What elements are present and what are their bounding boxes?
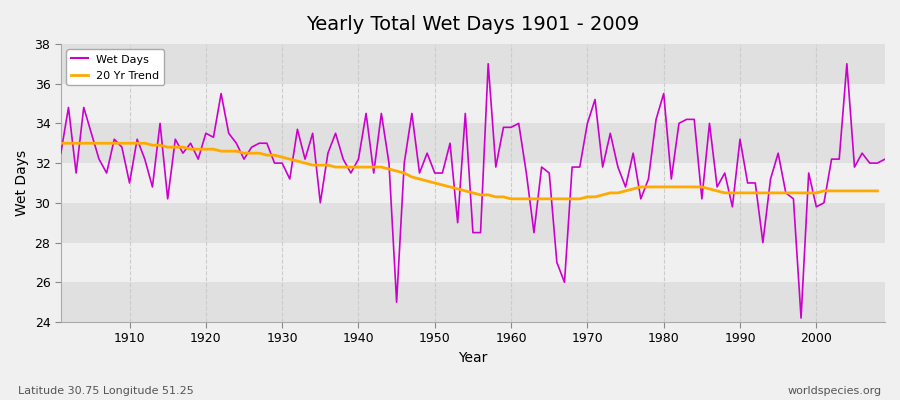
Y-axis label: Wet Days: Wet Days [15,150,29,216]
Bar [61,44,885,84]
X-axis label: Year: Year [458,351,488,365]
Bar [61,282,885,322]
Text: Latitude 30.75 Longitude 51.25: Latitude 30.75 Longitude 51.25 [18,386,194,396]
Text: worldspecies.org: worldspecies.org [788,386,882,396]
Bar [61,123,885,163]
Legend: Wet Days, 20 Yr Trend: Wet Days, 20 Yr Trend [67,50,164,86]
Bar [61,203,885,242]
Title: Yearly Total Wet Days 1901 - 2009: Yearly Total Wet Days 1901 - 2009 [306,15,640,34]
